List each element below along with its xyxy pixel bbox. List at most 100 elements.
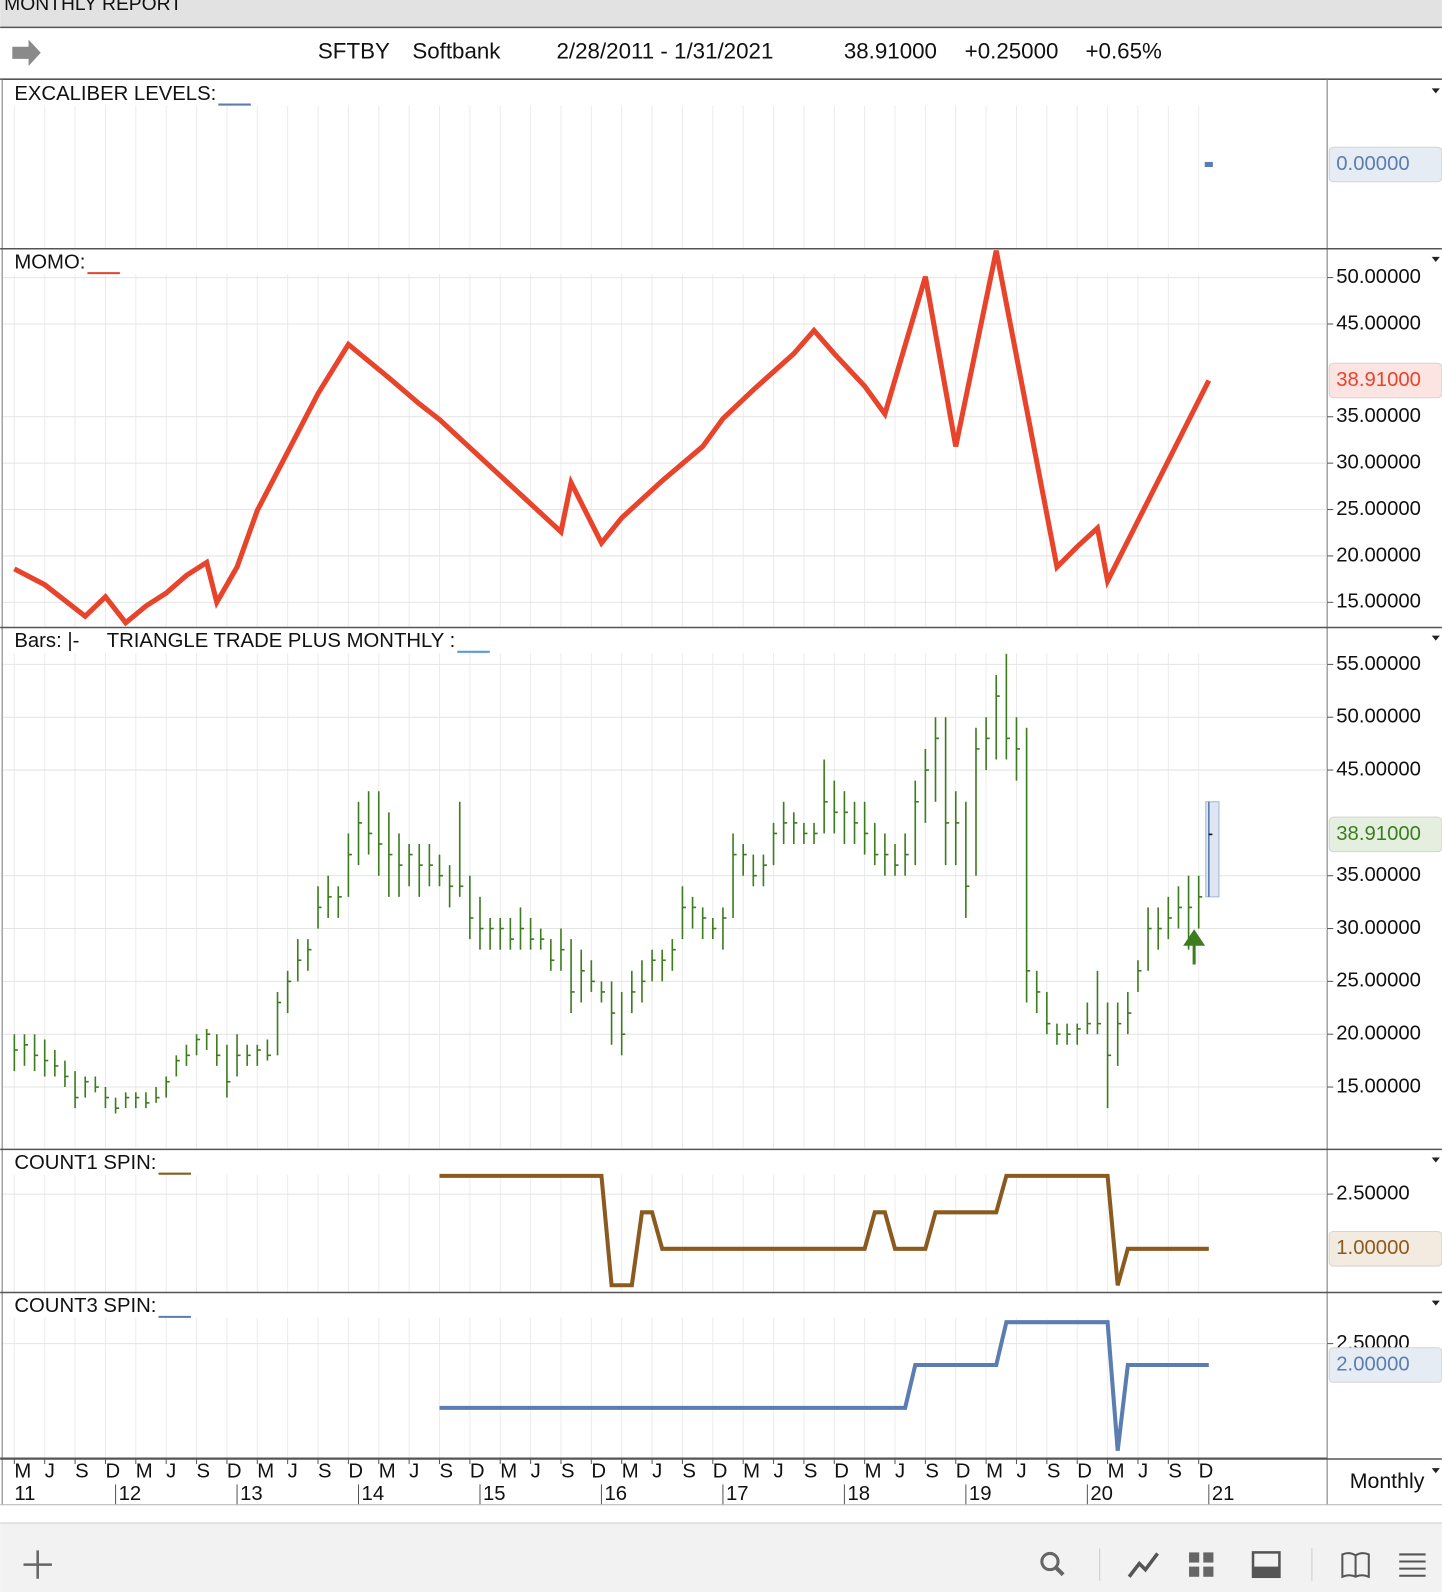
y-tick-label: 2.50000: [1336, 1182, 1409, 1204]
change: +0.25000: [965, 39, 1059, 64]
x-tick-label: S: [197, 1461, 211, 1483]
x-tick-label: J: [288, 1461, 298, 1483]
series-line: [439, 1320, 1209, 1451]
series-line: [439, 1173, 1209, 1288]
x-tick-label: D: [591, 1461, 606, 1483]
x-tick-label: S: [804, 1461, 818, 1483]
x-tick-label: J: [166, 1461, 176, 1483]
plot-area: [13, 250, 1212, 627]
panel: 15.00000 20.00000 25.00000 30.00000 35.00000…: [0, 250, 1442, 629]
current-bar-highlight: [1205, 801, 1220, 898]
year-label: 19: [969, 1483, 992, 1505]
bars-label: Bars: |-: [14, 630, 79, 652]
change-pct: +0.65%: [1085, 39, 1161, 64]
x-tick-label: D: [470, 1461, 485, 1483]
x-tick-label: M: [14, 1461, 31, 1483]
search-button[interactable]: [1040, 1551, 1065, 1577]
last-price: 38.91000: [844, 39, 937, 64]
x-tick-label: J: [1016, 1461, 1026, 1483]
y-tick-label: 50.00000: [1336, 266, 1421, 288]
layout-button[interactable]: [1189, 1552, 1214, 1577]
menu-button[interactable]: [1399, 1553, 1426, 1577]
x-tick-label: D: [348, 1461, 363, 1483]
plot-area: [439, 1173, 1209, 1288]
level-mark: [1204, 161, 1213, 168]
x-tick-label: S: [439, 1461, 453, 1483]
panel-title: COUNT3 SPIN:: [14, 1295, 156, 1317]
x-tick-label: J: [652, 1461, 662, 1483]
x-tick-label: M: [986, 1461, 1003, 1483]
x-tick-label: D: [834, 1461, 849, 1483]
y-tick-label: 45.00000: [1336, 758, 1421, 780]
year-label: 20: [1090, 1483, 1113, 1505]
nav-arrow[interactable]: [12, 39, 41, 66]
x-tick-label: S: [1168, 1461, 1182, 1483]
year-label: 12: [119, 1483, 142, 1505]
last-value-label: 2.00000: [1336, 1353, 1409, 1375]
plot-area: [1204, 161, 1213, 168]
y-tick-label: 25.00000: [1336, 498, 1421, 520]
series-line: [13, 250, 1212, 627]
x-tick-label: M: [1108, 1461, 1125, 1483]
dropdown-caret: [1431, 1468, 1440, 1474]
x-tick-label: D: [105, 1461, 120, 1483]
year-label: 17: [726, 1483, 749, 1505]
x-tick-label: S: [925, 1461, 939, 1483]
x-tick-label: D: [1077, 1461, 1092, 1483]
year-label: 11: [14, 1483, 35, 1505]
y-tick-label: 25.00000: [1336, 970, 1421, 992]
panel-title: TRIANGLE TRADE PLUS MONTHLY :: [107, 630, 456, 652]
title-bar: [0, 0, 1442, 28]
x-tick-label: S: [75, 1461, 89, 1483]
symbol: SFTBY: [318, 39, 390, 64]
window-title: MONTHLY REPORT: [4, 0, 182, 15]
panel-menu: [1431, 88, 1440, 94]
x-tick-label: M: [257, 1461, 274, 1483]
year-label: 18: [847, 1483, 870, 1505]
panel-title: COUNT1 SPIN:: [14, 1152, 156, 1174]
x-tick-label: S: [682, 1461, 696, 1483]
y-tick-label: 15.00000: [1336, 1075, 1421, 1097]
x-tick-label: J: [409, 1461, 419, 1483]
panel-title: MOMO:: [14, 251, 85, 273]
y-tick-label: 35.00000: [1336, 864, 1421, 886]
y-tick-label: 15.00000: [1336, 591, 1421, 613]
panel: EXCALIBER LEVELS: 0.00000: [0, 83, 1442, 250]
panel: 2.50000 COUNT1 SPIN: 1.00000: [0, 1152, 1442, 1294]
x-tick-label: D: [713, 1461, 728, 1483]
last-value-label: 0.00000: [1336, 153, 1409, 175]
add-button[interactable]: [23, 1550, 52, 1579]
chart-type-button[interactable]: [1127, 1552, 1160, 1578]
plot-area: [439, 1320, 1209, 1451]
x-tick-label: M: [500, 1461, 517, 1483]
panel-title: EXCALIBER LEVELS:: [14, 83, 216, 105]
y-tick-label: 35.00000: [1336, 405, 1421, 427]
signal-arrow: [1183, 929, 1206, 965]
x-tick-label: J: [531, 1461, 541, 1483]
last-value-label: 38.91000: [1336, 369, 1421, 391]
y-tick-label: 45.00000: [1336, 312, 1421, 334]
year-label: 21: [1212, 1483, 1235, 1505]
book-button[interactable]: [1341, 1552, 1370, 1579]
x-tick-label: S: [318, 1461, 332, 1483]
company: Softbank: [412, 39, 501, 64]
x-tick-label: S: [561, 1461, 575, 1483]
period-selector[interactable]: Monthly: [1350, 1469, 1425, 1493]
x-tick-label: J: [895, 1461, 905, 1483]
x-tick-label: D: [956, 1461, 971, 1483]
x-tick-label: D: [227, 1461, 242, 1483]
y-tick-label: 55.00000: [1336, 653, 1421, 675]
x-tick-label: J: [45, 1461, 55, 1483]
x-tick-label: M: [622, 1461, 639, 1483]
last-value-label: 38.91000: [1336, 823, 1421, 845]
panel: 15.00000 20.00000 25.00000 30.00000 35.00000…: [0, 630, 1442, 1151]
panel-button[interactable]: [1251, 1551, 1281, 1579]
y-tick-label: 30.00000: [1336, 917, 1421, 939]
x-tick-label: M: [136, 1461, 153, 1483]
panel-menu: [1431, 256, 1440, 262]
x-tick-label: M: [865, 1461, 882, 1483]
date-range: 2/28/2011 - 1/31/2021: [557, 39, 774, 64]
